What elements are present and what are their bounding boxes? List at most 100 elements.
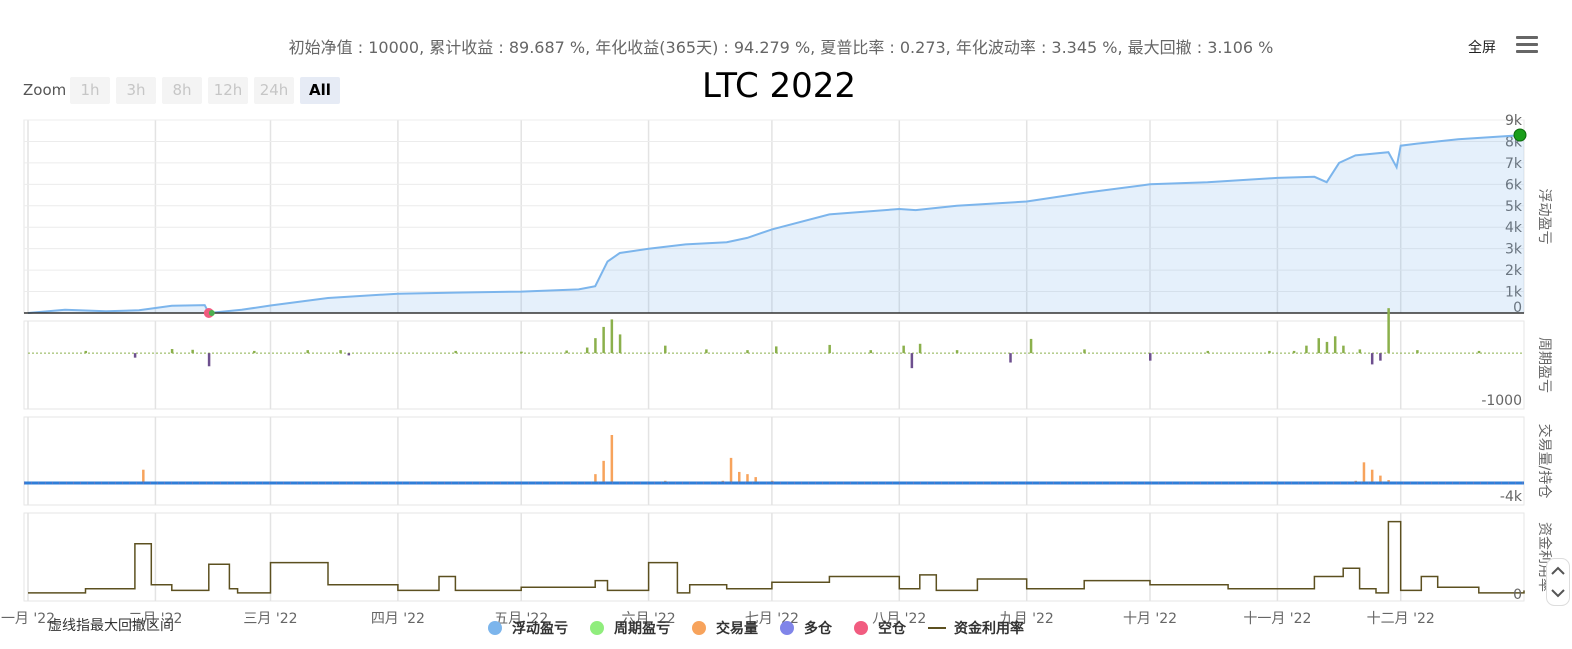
period-pnl-bar (775, 346, 778, 354)
hamburger-menu-icon[interactable] (1516, 36, 1538, 54)
zoom-3h-button[interactable]: 3h (116, 77, 156, 104)
y-tick-label: 6k (1505, 177, 1523, 193)
period-pnl-bar (1342, 345, 1345, 354)
legend-dot-icon (590, 621, 604, 635)
period-pnl-bar (664, 345, 667, 354)
end-marker (1513, 128, 1527, 142)
legend-dot-icon (488, 621, 502, 635)
panel-axis-title: 浮动盈亏 (1536, 189, 1552, 245)
zoom-1h-button[interactable]: 1h (70, 77, 110, 104)
legend-dot-icon (692, 621, 706, 635)
period-pnl-bar (902, 345, 905, 354)
period-pnl-bar (133, 353, 137, 358)
period-pnl-bar (207, 353, 211, 367)
x-tick-label: 十一月 '22 (1243, 611, 1311, 627)
period-pnl-bar (339, 350, 342, 354)
period-pnl-bar (1387, 308, 1390, 354)
volume-bar (594, 474, 597, 483)
period-pnl-bar (1305, 345, 1308, 354)
volume-bar (1379, 475, 1382, 483)
period-pnl-bar (1268, 350, 1271, 354)
x-tick-label: 三月 '22 (243, 611, 297, 627)
volume-bar (142, 469, 145, 483)
period-pnl-bar (746, 350, 749, 354)
period-pnl-bar (618, 334, 622, 354)
period-pnl-bar (454, 350, 457, 354)
chevron-up-icon[interactable] (1551, 566, 1565, 575)
period-pnl-bar (602, 326, 605, 354)
panel-frame (23, 416, 1525, 506)
y-tick-label: 9k (1505, 113, 1523, 129)
zoom-8h-button[interactable]: 8h (162, 77, 202, 104)
period-pnl-bar (869, 350, 873, 354)
period-pnl-bar (1083, 349, 1086, 354)
trade-marker (208, 310, 215, 316)
period-pnl-bar (1379, 353, 1382, 361)
period-pnl-bar (828, 344, 831, 354)
x-tick-label: 五月 '22 (494, 611, 548, 627)
y-tick-label: 2k (1505, 263, 1523, 279)
zoom-label: Zoom (23, 81, 67, 99)
volume-bar (610, 435, 614, 483)
legend-floating-pnl[interactable]: 浮动盈亏 (488, 618, 568, 638)
period-pnl-bar (594, 338, 597, 354)
legend-short[interactable]: 空仓 (854, 618, 906, 638)
panel-frame (23, 320, 1525, 410)
volume-bar (754, 477, 757, 483)
period-pnl-bar (565, 350, 568, 354)
y-tick-label: 5k (1505, 199, 1523, 215)
navigator-arrows[interactable] (1546, 558, 1570, 606)
y-tick-label: -4k (1500, 489, 1523, 505)
y-tick-label: 1k (1505, 285, 1523, 301)
legend-dot-icon (780, 621, 794, 635)
y-tick-label: 7k (1505, 156, 1523, 172)
panel-2: -1000 周期盈亏 (23, 308, 1552, 410)
volume-bar (729, 457, 733, 483)
fullscreen-button[interactable]: 全屏 (1468, 40, 1496, 56)
y-tick-label: -1000 (1481, 393, 1522, 409)
period-pnl-bar (1333, 336, 1337, 354)
period-pnl-bar (170, 349, 174, 354)
period-pnl-bar (306, 350, 309, 354)
period-pnl-bar (1292, 350, 1296, 354)
x-tick-label: 六月 '22 (622, 611, 676, 627)
y-tick-label: 4k (1505, 220, 1523, 236)
period-pnl-bar (1317, 338, 1321, 354)
period-pnl-bar (1029, 338, 1033, 354)
y-tick-label: 0 (1513, 587, 1522, 603)
legend-period-pnl[interactable]: 周期盈亏 (590, 618, 670, 638)
navigator-frame (1546, 558, 1570, 606)
volume-bar (1362, 462, 1366, 483)
zoom-12h-button[interactable]: 12h (208, 77, 248, 104)
period-pnl-bar (705, 349, 708, 354)
panel-frame (23, 119, 1525, 314)
zoom-24h-button[interactable]: 24h (254, 77, 294, 104)
legend-volume[interactable]: 交易量 (692, 618, 758, 638)
period-pnl-bar (585, 347, 589, 354)
chevron-down-icon[interactable] (1551, 589, 1565, 598)
period-pnl-bar (610, 319, 614, 354)
x-tick-label: 四月 '22 (371, 611, 425, 627)
period-pnl-bar (84, 350, 88, 354)
volume-bar (746, 474, 749, 483)
x-tick-label: 十月 '22 (1123, 611, 1177, 627)
period-pnl-bar (1149, 353, 1152, 361)
x-tick-label: 九月 '22 (1000, 611, 1054, 627)
floating-pnl-line (27, 134, 1525, 315)
capital-utilization-line (28, 520, 1525, 594)
period-pnl-bar (1358, 349, 1362, 354)
period-pnl-bar (520, 351, 523, 354)
legend-long[interactable]: 多仓 (780, 618, 832, 638)
period-pnl-bar (918, 343, 922, 354)
performance-stats: 初始净值 : 10000, 累计收益 : 89.687 %, 年化收益(365天… (288, 38, 1274, 57)
period-pnl-bar (910, 353, 914, 369)
drawdown-footnote: 虚线指最大回撤区间 (48, 618, 174, 634)
x-tick-label: 二月 '22 (128, 611, 182, 627)
volume-bar (738, 471, 741, 483)
period-pnl-bar (347, 353, 351, 356)
legend-capital-utilization[interactable]: 资金利用率 (928, 618, 1024, 638)
x-tick-label: 十二月 '22 (1367, 611, 1435, 627)
zoom-all-button[interactable]: All (300, 77, 340, 104)
chart-title: LTC 2022 (701, 66, 857, 106)
